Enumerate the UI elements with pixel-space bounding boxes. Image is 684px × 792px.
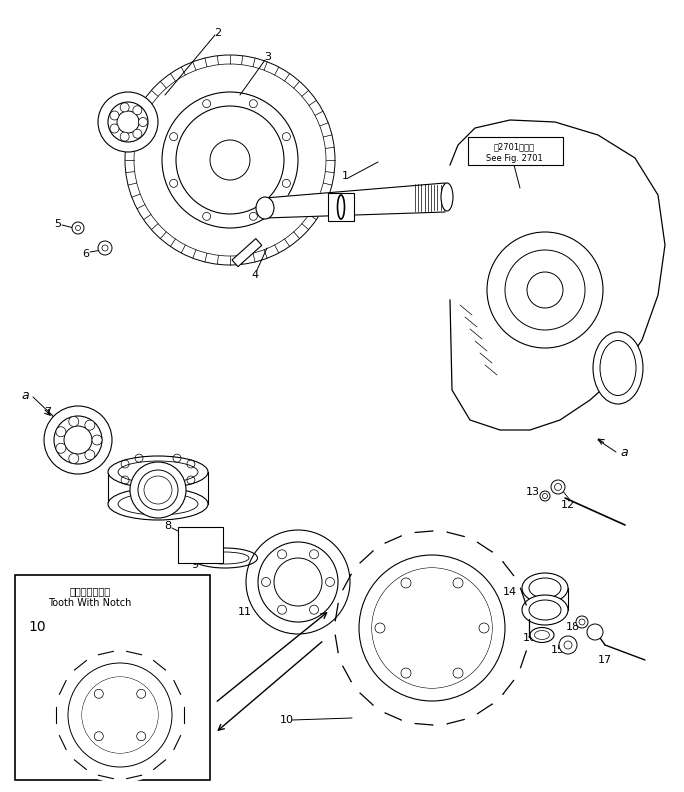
Circle shape <box>138 117 148 127</box>
Circle shape <box>551 480 565 494</box>
Text: a: a <box>21 389 29 402</box>
Circle shape <box>133 106 142 115</box>
Text: 6: 6 <box>83 249 90 259</box>
Circle shape <box>69 454 79 463</box>
Text: 15: 15 <box>551 645 565 655</box>
Bar <box>15 575 210 780</box>
Text: 8: 8 <box>164 521 172 531</box>
Circle shape <box>137 732 146 741</box>
Circle shape <box>246 530 350 634</box>
Circle shape <box>56 444 66 453</box>
Circle shape <box>479 623 489 633</box>
Circle shape <box>72 222 84 234</box>
Circle shape <box>94 732 103 741</box>
Circle shape <box>540 491 550 501</box>
Bar <box>468 137 563 165</box>
Circle shape <box>56 427 66 436</box>
Ellipse shape <box>256 197 274 219</box>
Text: 9: 9 <box>192 560 198 570</box>
Circle shape <box>309 550 319 559</box>
Circle shape <box>94 689 103 699</box>
Circle shape <box>125 55 335 265</box>
Ellipse shape <box>441 183 453 211</box>
Circle shape <box>44 406 112 474</box>
Ellipse shape <box>530 627 554 642</box>
Circle shape <box>52 647 188 783</box>
Ellipse shape <box>593 332 643 404</box>
Circle shape <box>69 417 79 426</box>
Text: 5: 5 <box>55 219 62 229</box>
Ellipse shape <box>522 573 568 603</box>
Circle shape <box>137 689 146 699</box>
Circle shape <box>85 450 95 460</box>
Text: Tooth With Notch: Tooth With Notch <box>49 598 132 608</box>
Text: 17: 17 <box>598 655 612 665</box>
Text: 14: 14 <box>503 587 517 597</box>
Bar <box>328 193 354 221</box>
Circle shape <box>85 420 95 430</box>
Text: 2: 2 <box>215 28 222 38</box>
Circle shape <box>453 578 463 588</box>
Text: 3: 3 <box>265 52 272 62</box>
Text: 12: 12 <box>561 500 575 510</box>
Text: 10: 10 <box>280 715 294 725</box>
Circle shape <box>309 605 319 615</box>
Circle shape <box>120 132 129 141</box>
Text: 16: 16 <box>523 633 537 643</box>
Circle shape <box>401 668 411 678</box>
Circle shape <box>133 129 142 139</box>
Circle shape <box>92 435 102 445</box>
Circle shape <box>372 568 492 688</box>
Text: See Fig. 2701: See Fig. 2701 <box>486 154 542 162</box>
Circle shape <box>559 636 577 654</box>
Circle shape <box>335 531 529 725</box>
Circle shape <box>130 462 186 518</box>
Bar <box>232 238 262 267</box>
Text: 歯部きり欠き付: 歯部きり欠き付 <box>70 586 111 596</box>
Circle shape <box>278 550 287 559</box>
Ellipse shape <box>108 456 208 488</box>
Circle shape <box>326 577 334 587</box>
Text: 13: 13 <box>526 487 540 497</box>
Circle shape <box>576 616 588 628</box>
Polygon shape <box>265 183 445 218</box>
Text: 第2701図参照: 第2701図参照 <box>493 143 535 151</box>
Text: 7: 7 <box>44 407 51 417</box>
Circle shape <box>82 677 158 753</box>
Text: 1: 1 <box>341 171 349 181</box>
Text: 9: 9 <box>157 483 163 493</box>
Text: 10: 10 <box>28 620 46 634</box>
Bar <box>178 527 223 563</box>
Circle shape <box>68 663 172 767</box>
Circle shape <box>453 668 463 678</box>
Circle shape <box>110 124 119 133</box>
Text: 4: 4 <box>252 270 259 280</box>
Text: a: a <box>620 445 628 459</box>
Text: 18: 18 <box>566 622 580 632</box>
Polygon shape <box>450 120 665 430</box>
Ellipse shape <box>522 595 568 625</box>
Text: 11: 11 <box>238 607 252 617</box>
Circle shape <box>98 241 112 255</box>
Circle shape <box>401 578 411 588</box>
Circle shape <box>375 623 385 633</box>
Circle shape <box>98 92 158 152</box>
Ellipse shape <box>108 488 208 520</box>
Circle shape <box>110 111 119 120</box>
Circle shape <box>120 103 129 112</box>
Circle shape <box>261 577 270 587</box>
Ellipse shape <box>192 548 257 568</box>
Circle shape <box>587 624 603 640</box>
Circle shape <box>278 605 287 615</box>
